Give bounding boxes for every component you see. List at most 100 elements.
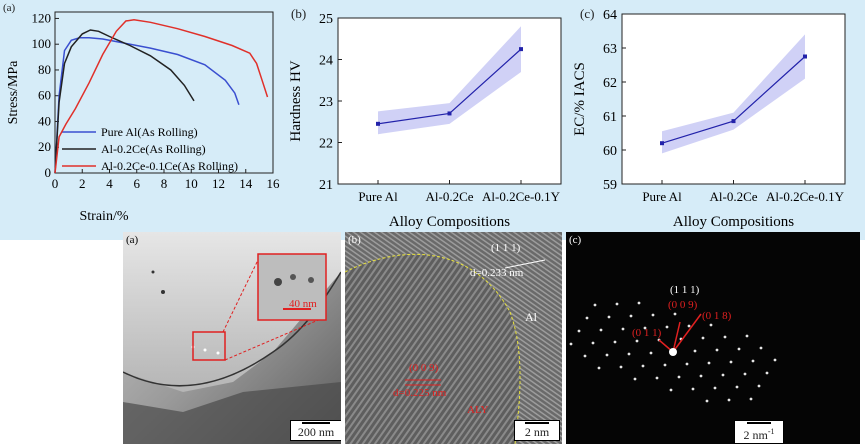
diffraction-spot <box>757 384 761 388</box>
diffraction-spot <box>707 361 711 365</box>
d-spacing-al: d=0.233 nm <box>470 267 524 279</box>
diffraction-spot <box>663 363 667 367</box>
diffraction-spot <box>693 349 697 353</box>
phase-label-aly: ALY <box>467 404 489 416</box>
diffraction-spot <box>613 340 617 344</box>
diffraction-spot <box>765 371 769 375</box>
data-point <box>731 119 736 124</box>
plane-label-al: (1 1 1) <box>491 242 521 254</box>
diffraction-spot <box>727 398 731 402</box>
y-tick-label: 100 <box>32 36 52 51</box>
diffraction-spot <box>687 324 691 328</box>
data-point <box>519 47 523 52</box>
diffraction-spot <box>715 348 719 352</box>
hardness-chart: 21 22 23 24 25 Pure Al Al-0.2Ce Al-0.2Ce-0.1Y Ha… <box>280 0 583 240</box>
diffraction-spot <box>665 325 669 329</box>
diffraction-spot <box>745 334 749 338</box>
conductivity-chart: 59 60 61 62 63 64 Pure Al Al-0.2Ce Al-0.2Ce-0.1Y… <box>564 0 865 240</box>
diffraction-spot <box>749 397 753 401</box>
diffraction-spot <box>615 302 619 306</box>
x-tick-label: 16 <box>267 176 281 191</box>
d-spacing-aly: d=0.225 nm <box>393 387 447 399</box>
y-tick-label: 59 <box>603 178 617 193</box>
diffraction-spot <box>591 341 595 345</box>
diffraction-spot <box>593 303 597 307</box>
diffraction-spot <box>669 388 673 392</box>
y-tick-label: 120 <box>32 10 52 25</box>
diffraction-spot <box>759 346 763 350</box>
scale-bar-c: 2 nm-1 <box>734 420 784 444</box>
diffraction-spot <box>751 359 755 363</box>
diffraction-spot <box>701 336 705 340</box>
spot-label-018: (0 1 8) <box>702 310 732 322</box>
diffraction-spot <box>685 362 689 366</box>
diffraction-spot <box>709 323 713 327</box>
x-axis-title: Alloy Compositions <box>673 214 794 230</box>
stress-strain-chart: 0 2 4 6 8 10 12 14 16 0 20 40 60 80 100 120 Stress/MPa St… <box>0 0 280 240</box>
x-tick-label: Pure Al <box>358 189 398 204</box>
fft-pattern <box>569 301 777 403</box>
diffraction-spot <box>597 366 601 370</box>
x-tick-label: Al-0.2Ce <box>425 189 473 204</box>
inset-scale-label: 40 nm <box>289 298 317 310</box>
y-axis-title: EC/% IACS <box>572 62 588 136</box>
tem-micrograph <box>123 232 341 444</box>
y-tick-label: 40 <box>38 113 51 128</box>
chart-background <box>0 0 280 240</box>
y-axis-title: Stress/MPa <box>6 60 21 125</box>
diffraction-spot <box>651 313 655 317</box>
x-tick-label: Al-0.2Ce <box>709 189 757 204</box>
diffraction-spot <box>569 342 573 346</box>
x-axis-title: Alloy Compositions <box>389 214 510 230</box>
scale-bar-b: 2 nm <box>514 420 560 441</box>
spot-label-011: (0 1 1) <box>632 327 662 339</box>
diffraction-spot <box>723 335 727 339</box>
y-tick-label: 20 <box>38 139 51 154</box>
diffraction-spot <box>743 372 747 376</box>
x-tick-label: Pure Al <box>642 189 682 204</box>
diffraction-spot <box>773 358 777 362</box>
spot-label-009: (0 0 9) <box>668 299 698 311</box>
hrtem-image-panel: (b) (1 1 1) d=0.233 nm Al (0 0 9) d=0.22… <box>345 232 562 444</box>
diffraction-spot <box>699 374 703 378</box>
diffraction-spot <box>643 326 647 330</box>
y-tick-label: 63 <box>603 42 617 57</box>
diffraction-spot <box>655 376 659 380</box>
panel-label-b-top: (b) <box>291 6 307 21</box>
x-tick-label: 10 <box>185 176 198 191</box>
y-tick-label: 64 <box>603 8 617 23</box>
diffraction-spot <box>599 328 603 332</box>
tem-image-panel: (a) 40 nm 200 nm <box>123 232 341 444</box>
series-line-0 <box>54 37 240 174</box>
x-tick-label: 14 <box>239 176 253 191</box>
y-tick-label: 23 <box>319 95 333 110</box>
y-tick-label: 0 <box>45 165 52 180</box>
x-tick-label: Al-0.2Ce-0.1Y <box>482 189 561 204</box>
diffraction-spot <box>619 365 623 369</box>
panel-label-c-top: (c) <box>580 6 595 21</box>
diffraction-spot <box>629 314 633 318</box>
plane-label-aly: (0 0 9) <box>409 362 439 374</box>
selection-box <box>192 331 226 361</box>
diffraction-spot <box>605 353 609 357</box>
y-tick-label: 60 <box>38 88 51 103</box>
diffraction-spot <box>607 315 611 319</box>
diffraction-spot <box>649 351 653 355</box>
diffraction-spot <box>585 316 589 320</box>
diffraction-spot <box>673 312 677 316</box>
y-tick-label: 62 <box>603 76 617 91</box>
diffraction-spot <box>705 399 709 403</box>
data-point <box>803 54 807 59</box>
y-tick-label: 61 <box>603 110 617 125</box>
diffraction-spot <box>637 301 641 305</box>
y-tick-label: 25 <box>319 12 333 27</box>
error-band <box>662 34 805 154</box>
panel-label-a-top: (a) <box>3 2 16 14</box>
x-tick-label: 8 <box>161 176 168 191</box>
plot-frame <box>621 13 846 185</box>
series-line-1 <box>54 29 195 174</box>
x-tick-label: 12 <box>212 176 225 191</box>
y-tick-label: 22 <box>319 137 333 152</box>
diffraction-spot <box>583 354 587 358</box>
legend-label-2: Al-0.2Ce-0.1Ce(As Rolling) <box>101 159 238 173</box>
